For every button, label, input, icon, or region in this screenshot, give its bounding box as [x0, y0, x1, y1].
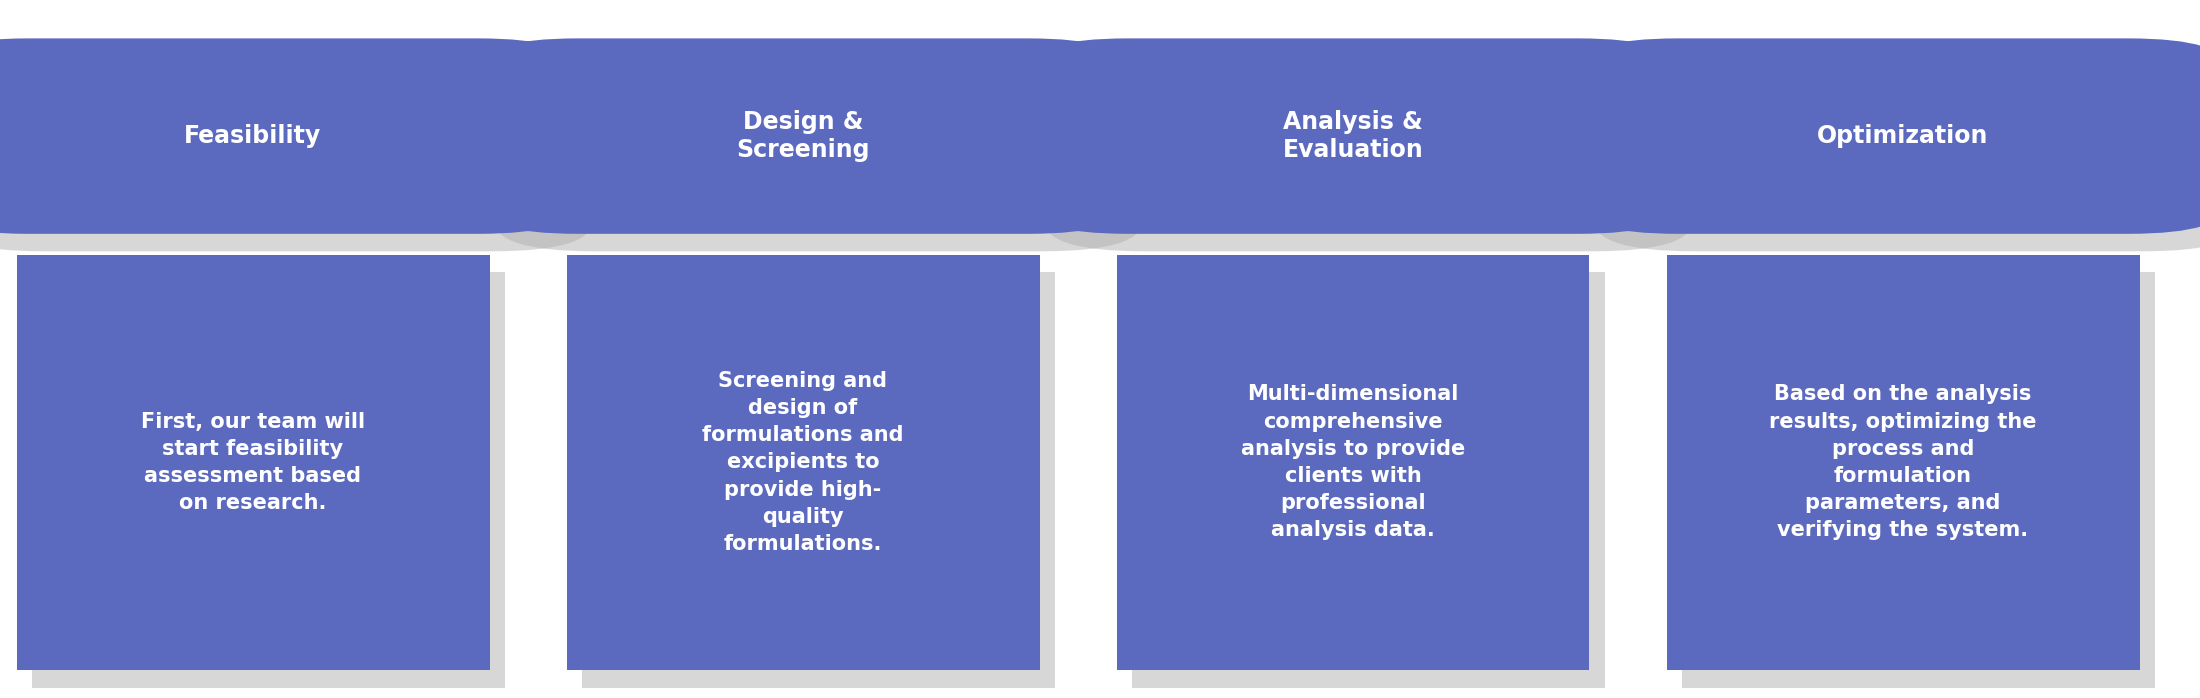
Text: Optimization: Optimization	[1817, 124, 1989, 148]
Text: First, our team will
start feasibility
assessment based
on research.: First, our team will start feasibility a…	[141, 412, 365, 513]
FancyBboxPatch shape	[1115, 255, 1588, 670]
FancyBboxPatch shape	[18, 255, 488, 670]
FancyBboxPatch shape	[568, 255, 1038, 670]
Text: Analysis &
Evaluation: Analysis & Evaluation	[1283, 110, 1423, 163]
Text: Multi-dimensional
comprehensive
analysis to provide
clients with
professional
an: Multi-dimensional comprehensive analysis…	[1241, 385, 1465, 540]
Text: Based on the analysis
results, optimizing the
process and
formulation
parameters: Based on the analysis results, optimizin…	[1769, 385, 2037, 540]
FancyBboxPatch shape	[0, 38, 576, 234]
FancyBboxPatch shape	[1681, 272, 2154, 688]
Text: Feasibility: Feasibility	[185, 124, 321, 148]
FancyBboxPatch shape	[1668, 255, 2138, 670]
FancyBboxPatch shape	[1131, 272, 1604, 688]
FancyBboxPatch shape	[0, 56, 594, 251]
FancyBboxPatch shape	[33, 272, 506, 688]
FancyBboxPatch shape	[581, 272, 1056, 688]
FancyBboxPatch shape	[1593, 56, 2200, 251]
Text: Design &
Screening: Design & Screening	[737, 110, 869, 163]
FancyBboxPatch shape	[480, 38, 1126, 234]
FancyBboxPatch shape	[1043, 56, 1694, 251]
FancyBboxPatch shape	[1030, 38, 1676, 234]
Text: Screening and
design of
formulations and
excipients to
provide high-
quality
for: Screening and design of formulations and…	[702, 371, 904, 554]
FancyBboxPatch shape	[1577, 38, 2200, 234]
FancyBboxPatch shape	[495, 56, 1144, 251]
